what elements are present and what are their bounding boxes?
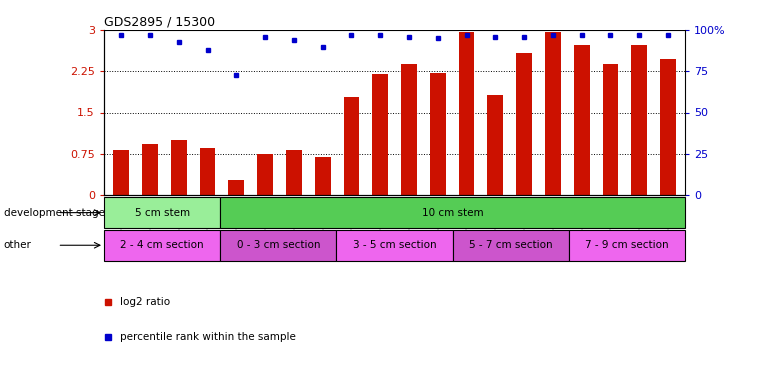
Text: 5 - 7 cm section: 5 - 7 cm section — [469, 240, 553, 250]
Bar — [401, 64, 417, 195]
Text: 10 cm stem: 10 cm stem — [422, 208, 484, 218]
Text: percentile rank within the sample: percentile rank within the sample — [120, 332, 296, 342]
Bar — [336, 230, 453, 261]
Text: development stage: development stage — [4, 208, 105, 218]
Text: 3 - 5 cm section: 3 - 5 cm section — [353, 240, 437, 250]
Bar — [142, 144, 158, 195]
Bar — [487, 95, 504, 195]
Bar — [430, 73, 446, 195]
Bar — [104, 197, 220, 228]
Bar — [343, 97, 360, 195]
Text: 0 - 3 cm section: 0 - 3 cm section — [236, 240, 320, 250]
Bar — [574, 45, 590, 195]
Bar — [220, 197, 685, 228]
Bar — [257, 154, 273, 195]
Bar — [545, 32, 561, 195]
Text: 5 cm stem: 5 cm stem — [135, 208, 189, 218]
Bar — [660, 58, 676, 195]
Bar — [104, 230, 220, 261]
Bar — [459, 32, 474, 195]
Bar — [315, 156, 330, 195]
Text: other: other — [4, 240, 32, 250]
Text: 2 - 4 cm section: 2 - 4 cm section — [120, 240, 204, 250]
Text: log2 ratio: log2 ratio — [120, 297, 170, 307]
Bar — [603, 64, 618, 195]
Bar — [286, 150, 302, 195]
Bar — [453, 230, 569, 261]
Bar — [229, 180, 244, 195]
Bar — [631, 45, 647, 195]
Bar — [516, 53, 532, 195]
Bar — [569, 230, 685, 261]
Text: 7 - 9 cm section: 7 - 9 cm section — [585, 240, 669, 250]
Bar — [373, 74, 388, 195]
Text: GDS2895 / 15300: GDS2895 / 15300 — [104, 16, 215, 29]
Bar — [220, 230, 336, 261]
Bar — [171, 140, 186, 195]
Bar — [199, 148, 216, 195]
Bar — [113, 150, 129, 195]
